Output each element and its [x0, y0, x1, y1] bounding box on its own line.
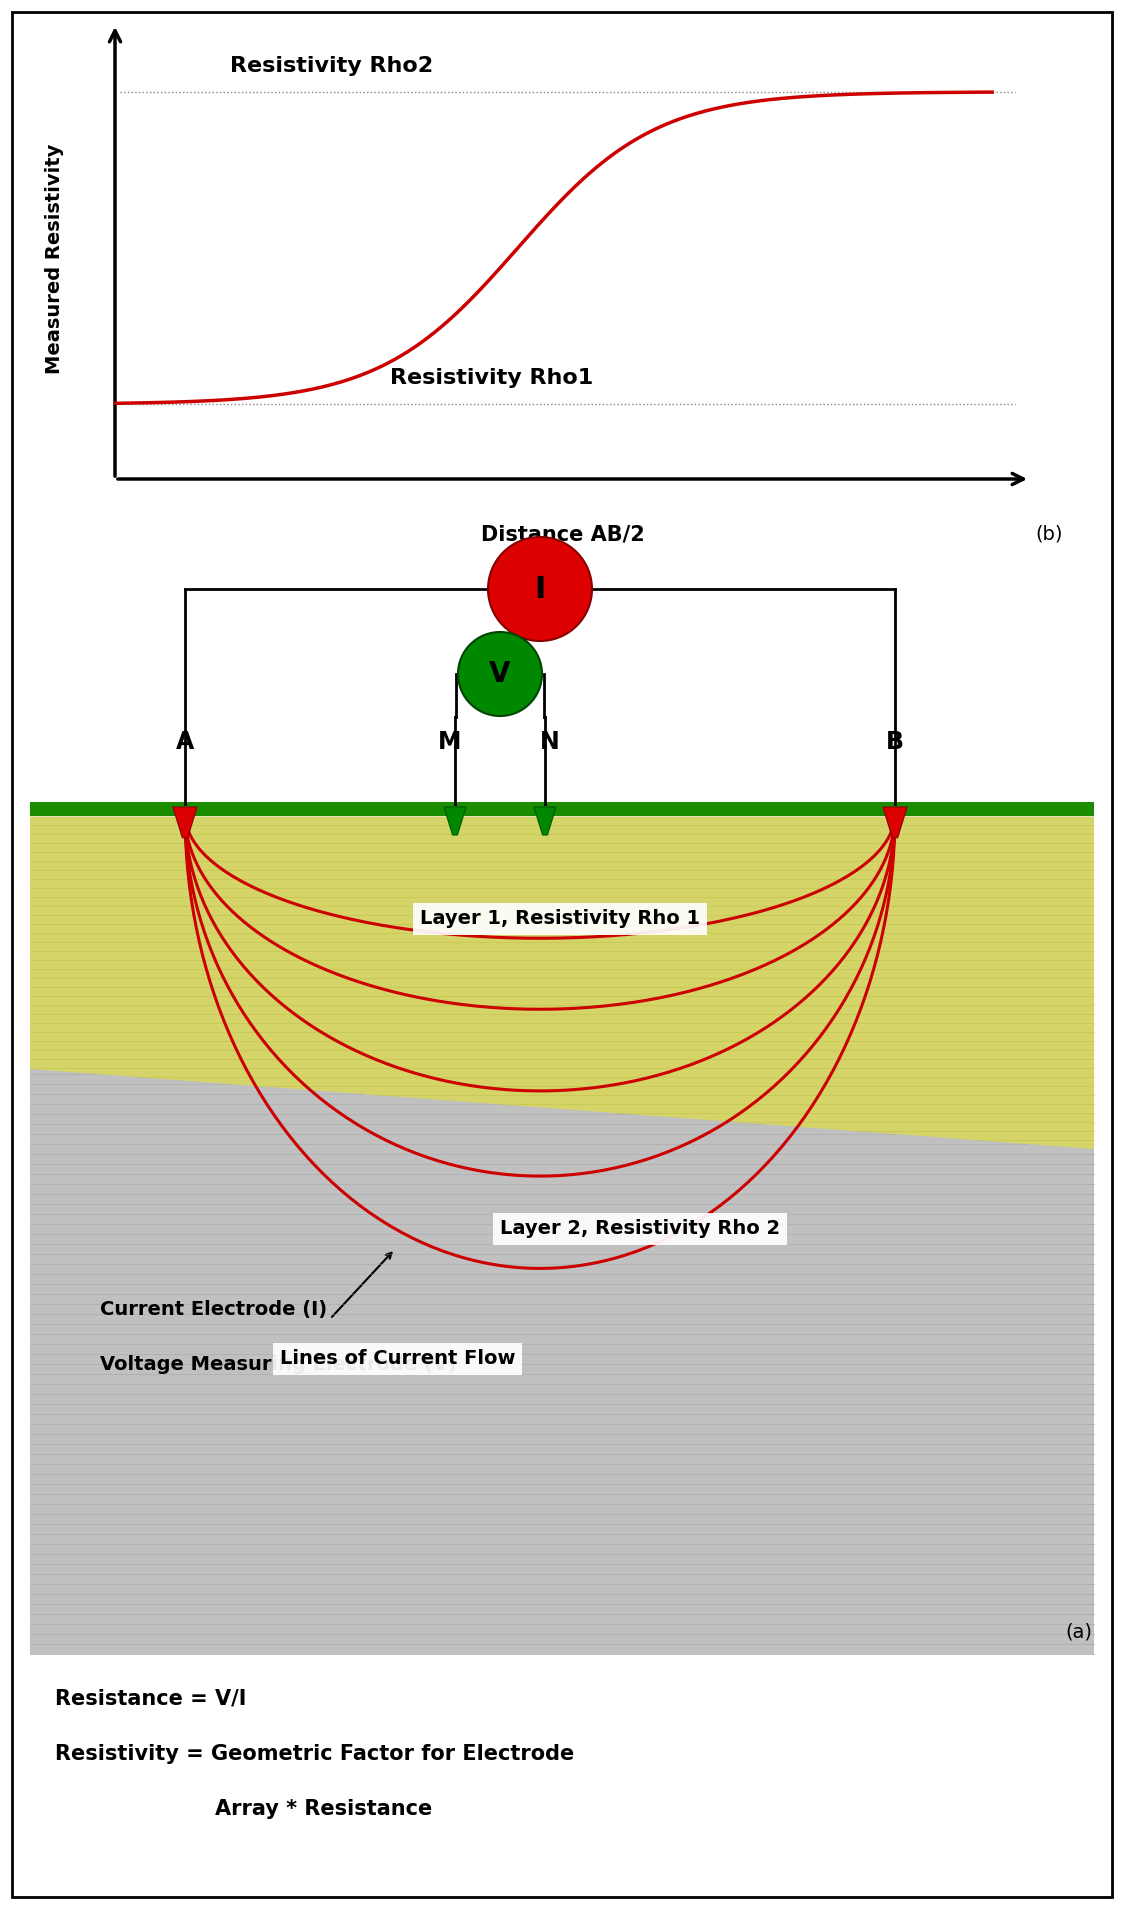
- Text: Measured Resistivity: Measured Resistivity: [45, 143, 64, 374]
- Polygon shape: [534, 808, 556, 834]
- Circle shape: [488, 536, 592, 641]
- Text: Lines of Current Flow: Lines of Current Flow: [280, 1350, 516, 1369]
- Text: Resistivity Rho1: Resistivity Rho1: [390, 368, 593, 388]
- Polygon shape: [30, 1069, 1094, 1653]
- Text: M: M: [438, 729, 462, 754]
- Text: Voltage Measuring Electrode (V): Voltage Measuring Electrode (V): [100, 1355, 456, 1373]
- Text: Layer 2, Resistivity Rho 2: Layer 2, Resistivity Rho 2: [500, 1220, 780, 1239]
- Text: I: I: [534, 575, 545, 603]
- Text: B: B: [886, 729, 904, 754]
- Text: Current Electrode (I): Current Electrode (I): [100, 1300, 327, 1319]
- Text: Array * Resistance: Array * Resistance: [215, 1798, 433, 1819]
- Text: V: V: [489, 661, 510, 687]
- Polygon shape: [173, 808, 197, 838]
- Polygon shape: [30, 817, 1094, 1149]
- Polygon shape: [882, 808, 907, 838]
- Polygon shape: [444, 808, 466, 834]
- Text: Resistivity Rho2: Resistivity Rho2: [230, 55, 433, 76]
- Text: Resistivity = Geometric Factor for Electrode: Resistivity = Geometric Factor for Elect…: [55, 1745, 574, 1764]
- Text: Layer 1, Resistivity Rho 1: Layer 1, Resistivity Rho 1: [420, 909, 700, 928]
- Bar: [30, 1010, 1094, 1653]
- Bar: [30, 802, 1094, 815]
- Text: Distance AB/2: Distance AB/2: [481, 523, 644, 544]
- Text: N: N: [541, 729, 560, 754]
- Bar: [30, 309, 1094, 800]
- Text: A: A: [175, 729, 194, 754]
- Text: (a): (a): [1066, 1623, 1093, 1642]
- Text: (b): (b): [1035, 525, 1062, 544]
- Text: Resistance = V/I: Resistance = V/I: [55, 1689, 246, 1709]
- Circle shape: [457, 632, 542, 716]
